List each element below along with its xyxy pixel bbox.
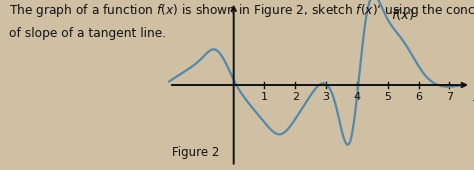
Text: Figure 2: Figure 2 <box>172 146 219 159</box>
Text: 4: 4 <box>353 92 361 102</box>
Text: 5: 5 <box>384 92 391 102</box>
Text: $x$: $x$ <box>473 91 474 104</box>
Text: 3: 3 <box>323 92 329 102</box>
Text: $f(x)$: $f(x)$ <box>391 7 414 22</box>
Text: 2: 2 <box>292 92 299 102</box>
Text: The graph of a function $f(x)$ is shown in Figure 2, sketch $f(x)$’ using the co: The graph of a function $f(x)$ is shown … <box>9 2 474 19</box>
Text: 7: 7 <box>446 92 453 102</box>
Text: 1: 1 <box>261 92 268 102</box>
Text: of slope of a tangent line.: of slope of a tangent line. <box>9 27 166 40</box>
Text: 6: 6 <box>415 92 422 102</box>
